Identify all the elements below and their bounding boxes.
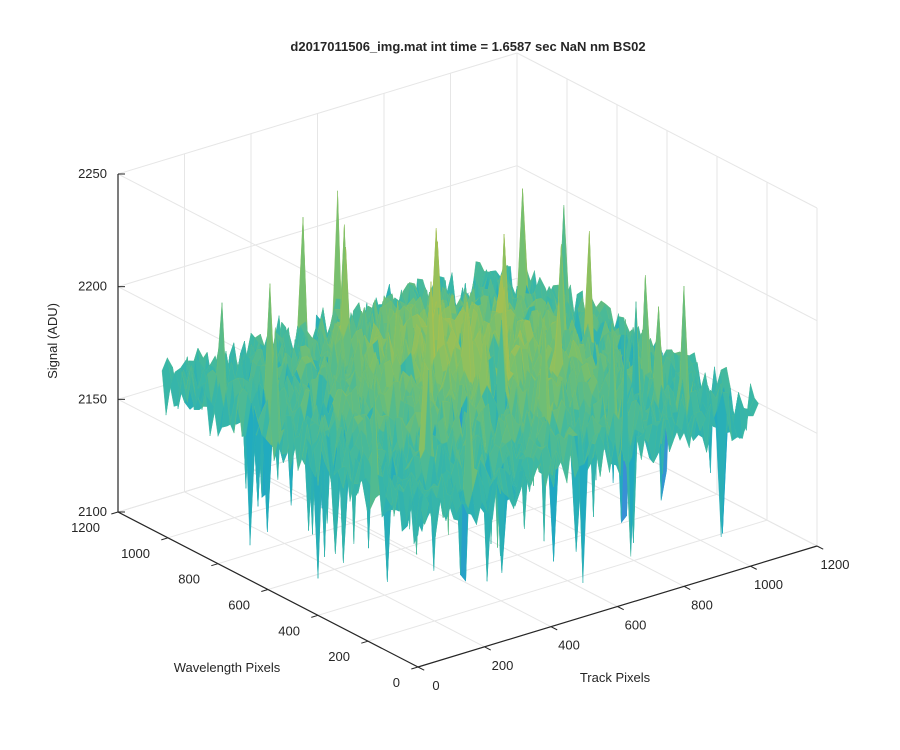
x-tick-label: 0 [432,678,439,693]
x-tick [417,666,425,671]
x-tick-label: 800 [691,597,713,612]
y-tick [311,614,319,618]
y-tick-label: 1200 [71,520,100,535]
x-tick-label: 600 [625,618,647,633]
tick-labels: 0 200 400 600 800 1000 1200 0 200 400 600 800 1000 12… [71,166,849,693]
surface-patch [413,492,424,544]
y-tick [111,511,119,515]
x-tick-label: 1200 [821,557,850,572]
x-tick-label: 1000 [754,577,783,592]
x-tick [683,585,691,590]
y-tick-label: 200 [328,649,350,664]
y-tick [261,589,269,593]
grid-line [117,173,419,330]
z-tick-label: 2250 [78,166,107,181]
y-tick [161,537,169,541]
grid-line [516,165,818,322]
surface-mesh [161,188,759,583]
axes [111,173,824,671]
y-tick-label: 400 [278,623,300,638]
y-tick-label: 800 [178,572,200,587]
x-tick-label: 400 [558,638,580,653]
y-tick-label: 0 [393,675,400,690]
x-tick [750,565,757,570]
grid-line [117,165,518,288]
grid-line [117,52,518,175]
y-tick-label: 600 [228,598,250,613]
x-tick [816,545,824,550]
z-tick-label: 2150 [78,391,107,406]
chart-title: d2017011506_img.mat int time = 1.6587 se… [290,39,645,54]
surface-patch [578,455,589,583]
grid-line [516,52,818,209]
y-tick [211,563,219,567]
y-axis-label: Wavelength Pixels [174,660,281,675]
grid-line [367,519,768,642]
x-tick-label: 200 [492,658,514,673]
z-axis-label: Signal (ADU) [45,303,60,379]
x-tick [617,606,624,611]
z-tick-label: 2200 [78,279,107,294]
y-tick [361,640,369,644]
surface-patch [297,217,308,339]
grid-line [317,493,718,616]
x-tick [484,646,491,651]
x-axis-label: Track Pixels [580,670,651,685]
x-tick [550,626,558,631]
y-tick-label: 1000 [121,546,150,561]
y-tick [411,666,419,670]
z-tick-label: 2100 [78,504,107,519]
